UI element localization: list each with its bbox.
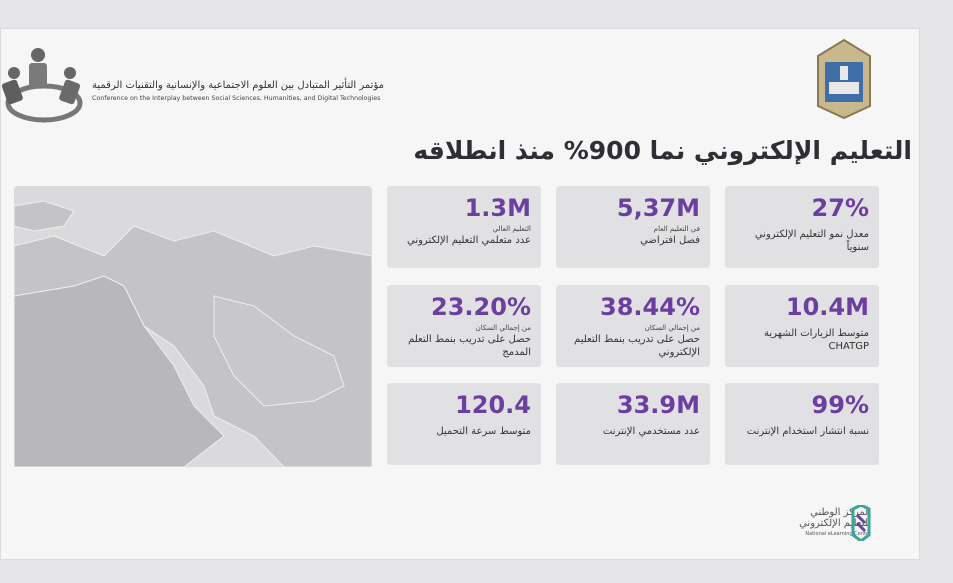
stat-sublabel: من إجمالي السكان [475,324,531,332]
footer-name-2: للتعليم الإلكتروني [799,518,871,529]
stat-label: عدد مستخدمي الإنترنت [602,426,700,437]
stat-card: 120.4 متوسط سرعة التحميل [387,383,541,465]
stat-card: 99% نسبة انتشار استخدام الإنترنت [725,383,879,465]
stat-value: 99% [811,391,869,419]
stat-value: 10.4M [785,293,869,321]
main-title: التعليم الإلكتروني نما 900% منذ انطلاقه [413,136,912,165]
footer-name-1: المركز الوطني [810,507,871,518]
stat-value: 27% [811,194,869,222]
stat-sublabel: التعليم العالي [492,225,531,233]
stat-label: حصل على تدريب بنمط التعليم الإلكتروني [574,334,700,358]
stat-card: 10.4M متوسط الزيارات الشهرية CHATGP [725,285,879,367]
stat-value: 38.44% [600,293,700,321]
stat-card: 27% معدل نمو التعليم الإلكتروني سنوياً [725,186,879,268]
conference-logo [1,48,83,123]
stat-card: 33.9M عدد مستخدمي الإنترنت [556,383,710,465]
stat-label: معدل نمو التعليم الإلكتروني سنوياً [754,229,869,253]
map [14,186,372,467]
conference-title-en: Conference on the Interplay between Soci… [92,95,381,102]
stat-label: نسبة انتشار استخدام الإنترنت [746,426,869,437]
stat-label: متوسط سرعة التحميل [436,426,531,437]
stat-card: 1.3M التعليم العالي عدد متعلمي التعليم الإ… [387,186,541,268]
stat-value: 1.3M [464,194,531,222]
stat-sublabel: من إجمالي السكان [644,324,700,332]
stat-card: 23.20% من إجمالي السكان حصل على تدريب بنمط… [387,285,541,367]
stat-card: 5,37M في التعليم العام فصل افتراضي [556,186,710,268]
stat-label: حصل على تدريب بنمط التعلم المدمج [408,334,531,358]
stat-card: 38.44% من إجمالي السكان حصل على تدريب بنمط… [556,285,710,367]
stat-label: متوسط الزيارات الشهرية CHATGP [764,328,869,352]
footer-name-en: National eLearning Center [805,531,871,537]
conference-title-ar: مؤتمر التأثير المتبادل بين العلوم الاجتم… [92,80,384,91]
university-logo [817,38,871,120]
footer-logo [851,505,871,541]
stat-sublabel: في التعليم العام [653,225,700,233]
stat-value: 120.4 [455,391,531,419]
stat-value: 33.9M [616,391,700,419]
stat-label: عدد متعلمي التعليم الإلكتروني [406,235,531,246]
stat-value: 23.20% [431,293,531,321]
stat-value: 5,37M [616,194,700,222]
stat-label: فصل افتراضي [640,235,700,246]
